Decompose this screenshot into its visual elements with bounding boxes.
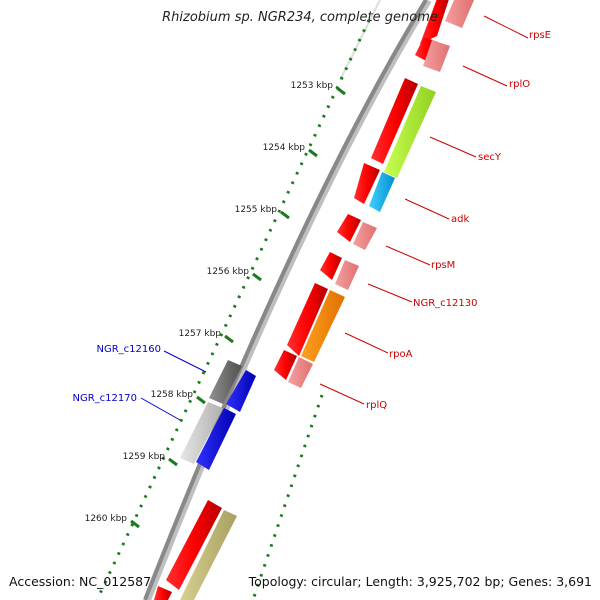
gene-arrow — [369, 172, 395, 212]
gene-arrow — [423, 40, 450, 72]
leader-line — [163, 350, 207, 373]
gene-label[interactable]: rpsM — [431, 260, 455, 271]
gene-label[interactable]: rpoA — [389, 349, 413, 360]
leader-line — [140, 397, 181, 421]
gene-arrow — [288, 357, 313, 388]
gene-label[interactable]: rplO — [509, 79, 530, 90]
tick-mark — [130, 519, 140, 529]
gene-arrow — [226, 370, 256, 412]
leader-line — [367, 283, 413, 303]
gene-arrow — [371, 78, 418, 164]
gene-label[interactable]: adk — [451, 214, 469, 225]
gene-label[interactable]: NGR_c12160 — [97, 344, 162, 355]
gene-arrow — [420, 0, 449, 44]
tick-label: 1255 kbp — [235, 205, 278, 215]
tick-mark — [224, 334, 234, 344]
map-title: Rhizobium sp. NGR234, complete genome — [162, 10, 438, 25]
tick-label: 1257 kbp — [179, 329, 222, 339]
gene-arrow — [337, 214, 361, 242]
tick-label: 1253 kbp — [291, 81, 334, 91]
gene-arrow — [335, 260, 359, 290]
leader-line — [483, 15, 529, 39]
gene-arrow — [445, 0, 474, 28]
gene-arrow — [287, 283, 328, 356]
tick-mark — [336, 86, 346, 96]
backbone — [143, 0, 428, 600]
gene-arrow — [354, 163, 380, 204]
tick-mark — [196, 395, 206, 405]
gene-label[interactable]: NGR_c12170 — [73, 393, 138, 404]
dotted-ring-inner — [251, 394, 324, 600]
tick-mark — [280, 210, 290, 220]
tick-mark — [168, 457, 178, 467]
gene-label[interactable]: secY — [478, 152, 502, 163]
gene-arrow — [196, 408, 236, 470]
gene-arrow — [209, 360, 242, 404]
leader-line — [385, 245, 431, 266]
gene-labels: rpsE rplO secY adk rpsM NGR_c12130 rpoA rplQ NGR… — [73, 15, 551, 421]
gene-arrow — [274, 350, 297, 380]
gene-arrow — [353, 222, 377, 250]
gene-label[interactable]: NGR_c12130 — [413, 298, 478, 309]
leader-line — [429, 136, 477, 158]
tick-label: 1258 kbp — [151, 390, 194, 400]
gene-label[interactable]: rplQ — [366, 400, 387, 411]
scale-ticks: 1253 kbp 1254 kbp 1255 kbp 1256 kbp 1257 kbp… — [85, 81, 346, 529]
dotted-ring-outer — [95, 19, 371, 600]
gene-arrow — [154, 586, 172, 600]
accession-text: Accession: NC_012587 — [9, 574, 152, 589]
tick-label: 1256 kbp — [207, 267, 250, 277]
tick-mark — [308, 148, 318, 158]
tick-mark — [252, 272, 262, 282]
gene-arrow — [320, 252, 342, 280]
gene-arrow — [180, 510, 237, 600]
gene-features — [154, 0, 474, 600]
gene-arrow — [384, 86, 436, 178]
leader-line — [344, 332, 389, 354]
genome-summary: Topology: circular; Length: 3,925,702 bp… — [248, 574, 592, 589]
gene-label[interactable]: rpsE — [529, 30, 551, 41]
tick-label: 1260 kbp — [85, 514, 128, 524]
leader-line — [462, 65, 508, 87]
tick-label: 1259 kbp — [123, 452, 166, 462]
backbone-shadow — [143, 0, 432, 600]
gene-arrow — [301, 290, 345, 362]
tick-label: 1254 kbp — [263, 143, 306, 153]
leader-line — [404, 198, 450, 220]
gene-arrow — [166, 500, 222, 590]
gene-arrow — [180, 402, 223, 464]
leader-line — [319, 383, 365, 405]
